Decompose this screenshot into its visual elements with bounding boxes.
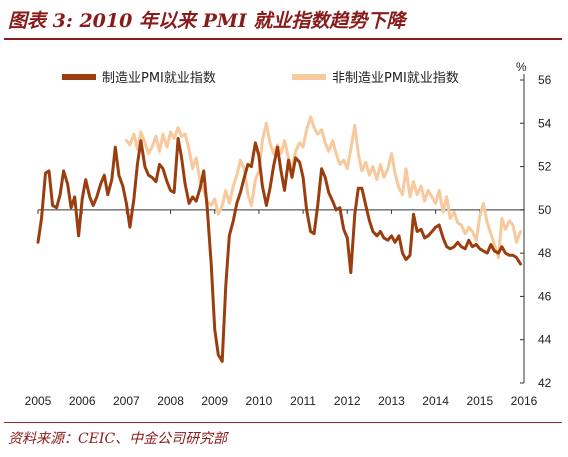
legend-non-manufacturing-label: 非制造业PMI就业指数 — [332, 71, 459, 86]
y-tick-label: 46 — [538, 289, 552, 303]
y-tick-label: 42 — [538, 376, 552, 390]
y-tick-label: 56 — [538, 73, 552, 87]
x-tick-label: 2016 — [511, 394, 538, 408]
y-tick-label: 54 — [538, 116, 552, 130]
y-unit-label: % — [516, 60, 527, 74]
manufacturing-employment-line — [36, 136, 522, 363]
x-tick-label: 2013 — [378, 394, 405, 408]
legend-manufacturing-label: 制造业PMI就业指数 — [102, 71, 216, 86]
x-tick-label: 2008 — [157, 394, 184, 408]
x-tick-label: 2015 — [466, 394, 493, 408]
x-tick-label: 2007 — [113, 394, 140, 408]
x-tick-label: 2006 — [69, 394, 96, 408]
title-rule — [4, 38, 562, 40]
source-note: 资料来源：CEIC、中金公司研究部 — [8, 431, 228, 447]
non-manufacturing-employment-line — [124, 115, 522, 259]
x-tick-label: 2014 — [422, 394, 449, 408]
series-layer — [36, 115, 522, 363]
x-tick-label: 2009 — [201, 394, 228, 408]
x-tick-label: 2005 — [25, 394, 52, 408]
y-tick-label: 44 — [538, 333, 552, 347]
chart-title: 图表 3: 2010 年以来 PMI 就业指数趋势下降 — [8, 10, 406, 32]
legend: 制造业PMI就业指数 非制造业PMI就业指数 — [62, 71, 459, 86]
x-tick-label: 2010 — [246, 394, 273, 408]
x-tick-label: 2012 — [334, 394, 361, 408]
y-tick-label: 50 — [538, 203, 552, 217]
x-tick-label: 2011 — [290, 394, 316, 408]
y-tick-label: 48 — [538, 246, 552, 260]
axes: 42 44 46 48 50 52 54 56% 2005 2006 2007 2008 2009 201… — [25, 60, 552, 408]
source-rule — [4, 422, 562, 423]
y-tick-label: 52 — [538, 160, 552, 174]
